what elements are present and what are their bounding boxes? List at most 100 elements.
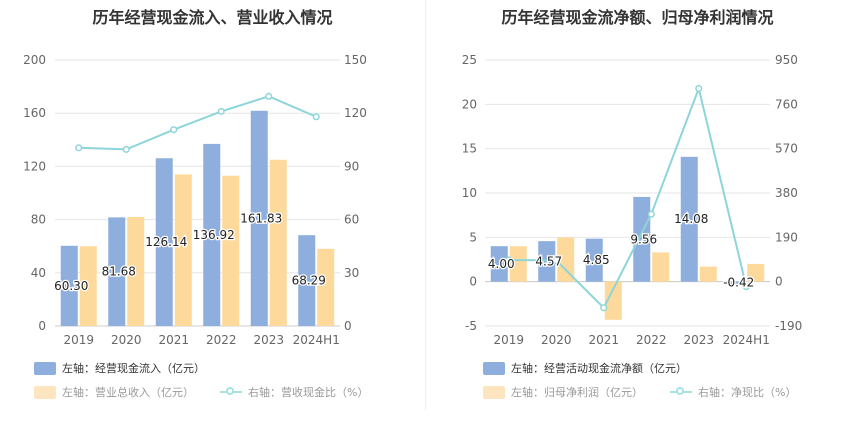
y-tick-label-left: 120 — [23, 159, 46, 173]
legend-swatch-bar-blue — [483, 361, 505, 375]
x-tick-label: 2019 — [493, 333, 524, 347]
x-tick-label: 2020 — [111, 333, 142, 347]
y-tick-label-left: 0 — [469, 275, 477, 289]
bar — [604, 281, 622, 320]
legend-item-revenue[interactable]: 左轴：营业总收入（亿元） — [34, 384, 194, 400]
legend-swatch-bar-yellow — [34, 385, 56, 399]
legend-label: 右轴：净现比（%） — [698, 386, 797, 399]
x-tick-label: 2019 — [63, 333, 94, 347]
legend-label: 左轴：营业总收入（亿元） — [62, 386, 194, 399]
x-tick-label: 2022 — [206, 333, 237, 347]
chart-panel-right: 历年经营现金流净额、归母净利润情况 -5 -190 0 0 5 190 10 380 15 570… — [425, 0, 850, 437]
bar — [298, 235, 316, 326]
x-tick-label: 2021 — [588, 333, 619, 347]
y-tick-label-left: 40 — [31, 266, 46, 280]
legend-item-cash-ratio[interactable]: 右轴：营收现金比（%） — [220, 384, 368, 400]
bar-data-label: 60.30 — [54, 279, 88, 293]
bar — [490, 246, 508, 282]
bar — [60, 245, 78, 326]
line-point — [600, 304, 608, 312]
y-tick-label-left: 200 — [23, 53, 46, 67]
y-tick-label-right: 380 — [775, 186, 798, 200]
line-point — [75, 144, 83, 152]
legend-item-net-cash-flow[interactable]: 左轴：经营活动现金流净额（亿元） — [483, 360, 687, 376]
y-tick-label-right: 90 — [344, 159, 359, 173]
bar — [699, 266, 717, 282]
bar — [538, 241, 556, 282]
bar-data-label: 4.00 — [488, 257, 515, 271]
line-point — [312, 113, 320, 121]
y-tick-label-right: 190 — [775, 230, 798, 244]
legend-swatch-bar-yellow — [483, 385, 505, 399]
legend-label: 左轴：归母净利润（亿元） — [511, 386, 643, 399]
y-tick-label-left: 10 — [462, 186, 477, 200]
x-tick-label: 2020 — [541, 333, 572, 347]
y-tick-label-left: 25 — [462, 53, 477, 67]
y-tick-label-left: 15 — [462, 142, 477, 156]
line-point — [217, 107, 225, 115]
y-tick-label-right: 950 — [775, 53, 798, 67]
line-point — [265, 92, 273, 100]
bar-data-label: 14.08 — [674, 212, 708, 226]
line-point — [122, 145, 130, 153]
bar — [269, 159, 287, 326]
chart-panel-left: 历年经营现金流入、营业收入情况 0 0 40 30 80 60 120 90 160 120 200… — [23, 8, 368, 400]
bar — [155, 158, 173, 326]
bar — [174, 174, 192, 326]
y-tick-label-left: 80 — [31, 213, 46, 227]
bar — [250, 110, 268, 326]
ratio-line — [78, 95, 317, 151]
bar — [509, 246, 527, 282]
bar — [222, 175, 240, 326]
bar-data-label: -0.42 — [723, 276, 754, 290]
y-tick-label-right: 760 — [775, 97, 798, 111]
y-tick-label-right: 120 — [344, 106, 367, 120]
y-tick-label-right: 60 — [344, 213, 359, 227]
line-point — [742, 283, 750, 291]
line-point — [170, 126, 178, 134]
bar — [633, 196, 651, 282]
x-tick-label: 2024H1 — [293, 333, 340, 347]
bar — [203, 143, 221, 326]
y-tick-label-left: 160 — [23, 106, 46, 120]
x-tick-label: 2022 — [636, 333, 667, 347]
bar-data-label: 9.56 — [630, 232, 657, 246]
line-point — [647, 210, 655, 218]
bar-data-label: 161.83 — [240, 211, 282, 225]
legend-swatch-line — [220, 386, 242, 398]
x-tick-label: 2023 — [683, 333, 714, 347]
y-tick-label-right: 0 — [344, 319, 352, 333]
legend-label: 左轴：经营现金流入（亿元） — [62, 362, 205, 375]
legend-item-net-cash-ratio[interactable]: 右轴：净现比（%） — [670, 384, 796, 400]
chart-title: 历年经营现金流净额、归母净利润情况 — [501, 8, 774, 27]
bar — [557, 237, 575, 282]
y-tick-label-right: -190 — [775, 319, 802, 333]
y-tick-label-right: 570 — [775, 142, 798, 156]
legend-swatch-line — [670, 386, 692, 398]
legend-item-net-profit[interactable]: 左轴：归母净利润（亿元） — [483, 384, 643, 400]
x-tick-label: 2023 — [253, 333, 284, 347]
bar — [317, 248, 335, 326]
bar — [585, 238, 603, 282]
bar — [652, 252, 670, 282]
legend-label: 左轴：经营活动现金流净额（亿元） — [511, 362, 687, 375]
y-tick-label-left: -5 — [465, 319, 477, 333]
bar-data-label: 68.29 — [292, 274, 326, 288]
bar — [728, 281, 746, 286]
line-point — [505, 256, 513, 264]
bar — [108, 217, 126, 326]
line-point — [695, 84, 703, 93]
chart-title: 历年经营现金流入、营业收入情况 — [92, 8, 333, 27]
bar-data-label: 81.68 — [102, 265, 136, 279]
bar — [747, 263, 765, 282]
y-tick-label-right: 0 — [775, 275, 783, 289]
legend-item-cash-inflow[interactable]: 左轴：经营现金流入（亿元） — [34, 360, 205, 376]
chart-plot-right: -5 -190 0 0 5 190 10 380 15 570 20 760 25 950 2019 2020… — [462, 53, 803, 347]
chart-plot-left: 0 0 40 30 80 60 120 90 160 120 200 150 2019 2020 2021 2… — [23, 53, 367, 347]
ratio-line — [508, 85, 748, 310]
legend-swatch-bar-blue — [34, 361, 56, 375]
bar — [680, 156, 698, 282]
y-tick-label-right: 150 — [344, 53, 367, 67]
bar-data-label: 4.57 — [535, 254, 562, 268]
bar-data-label: 136.92 — [193, 228, 235, 242]
